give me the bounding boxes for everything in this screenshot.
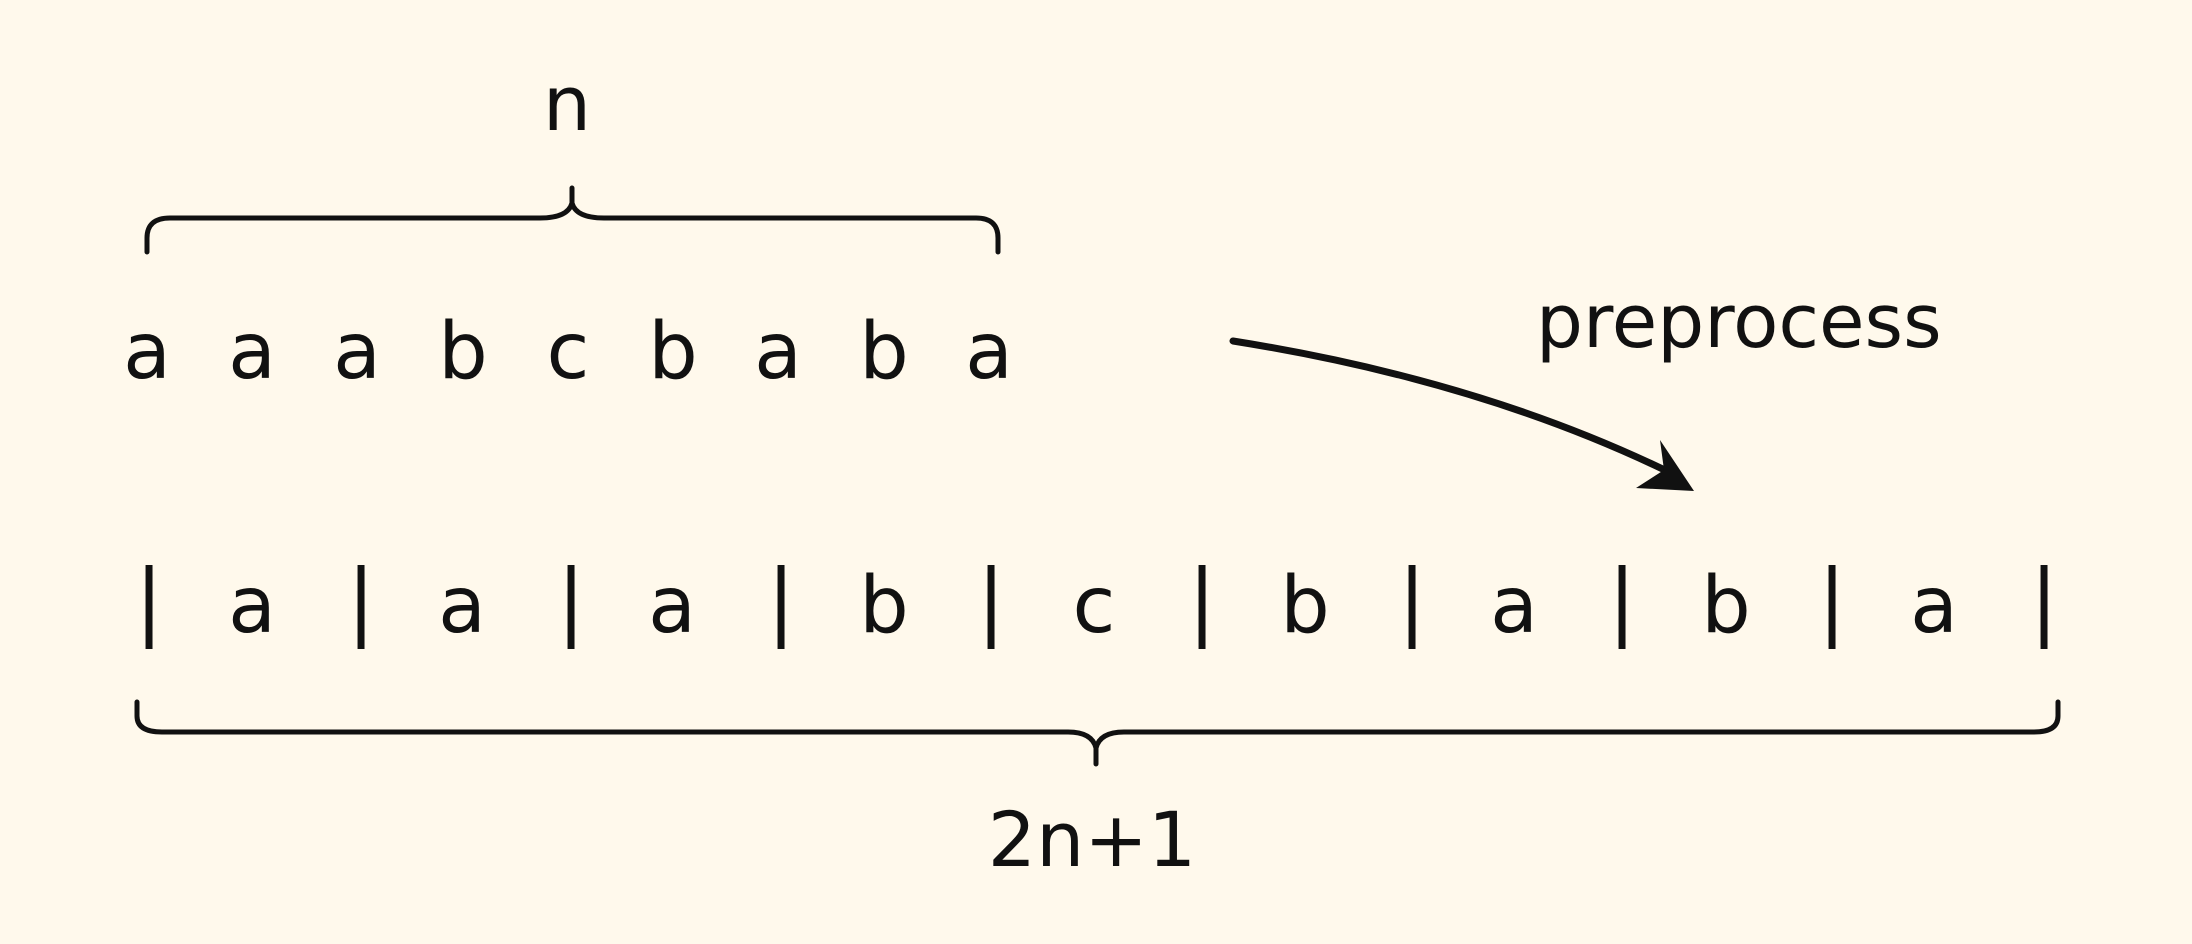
separator-char: | bbox=[976, 551, 1006, 649]
processed-char: b bbox=[1701, 561, 1751, 651]
separator-char: | bbox=[2029, 551, 2059, 649]
preprocess-arrow-shaft bbox=[1229, 337, 1681, 480]
original-char: c bbox=[546, 307, 590, 397]
separator-char: | bbox=[1397, 551, 1427, 649]
separator-char: | bbox=[1817, 551, 1847, 649]
original-char: a bbox=[123, 307, 171, 397]
original-char: b bbox=[859, 307, 909, 397]
bottom-brace bbox=[134, 699, 2061, 767]
separator-char: | bbox=[346, 551, 376, 649]
original-char: a bbox=[754, 307, 802, 397]
preprocess-label: preprocess bbox=[1536, 279, 1942, 365]
processed-char: c bbox=[1072, 561, 1116, 651]
original-char: b bbox=[648, 307, 698, 397]
separator-char: | bbox=[556, 551, 586, 649]
processed-char: a bbox=[1910, 561, 1958, 651]
original-char: a bbox=[228, 307, 276, 397]
top-brace bbox=[144, 185, 1001, 255]
processed-char: a bbox=[648, 561, 696, 651]
top-count-label: n bbox=[542, 59, 592, 148]
processed-char: a bbox=[228, 561, 276, 651]
original-char: a bbox=[333, 307, 381, 397]
preprocess-arrow-head bbox=[1636, 440, 1694, 491]
separator-char: | bbox=[766, 551, 796, 649]
bottom-count-label: 2n+1 bbox=[987, 795, 1197, 884]
processed-char: b bbox=[1280, 561, 1330, 651]
processed-char: a bbox=[1490, 561, 1538, 651]
processed-char: a bbox=[438, 561, 486, 651]
separator-char: | bbox=[1607, 551, 1637, 649]
original-char: b bbox=[438, 307, 488, 397]
processed-char: b bbox=[859, 561, 909, 651]
original-char: a bbox=[965, 307, 1013, 397]
separator-char: | bbox=[134, 551, 164, 649]
separator-char: | bbox=[1187, 551, 1217, 649]
